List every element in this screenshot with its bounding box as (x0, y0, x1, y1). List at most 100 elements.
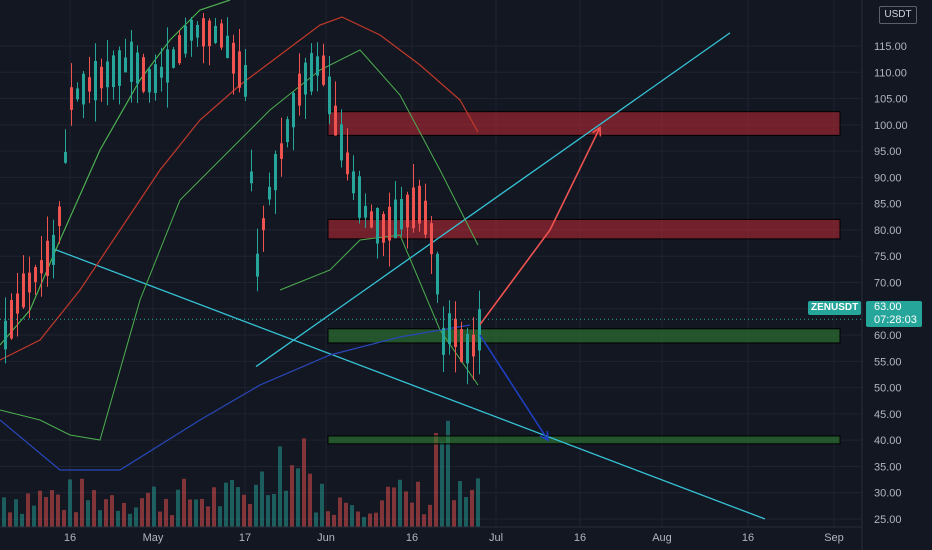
volume-bar (194, 499, 198, 527)
candle-body (196, 24, 199, 38)
volume-bar (38, 490, 42, 527)
volume-bar (416, 481, 420, 527)
volume-bar (278, 446, 282, 527)
volume-bar (470, 489, 474, 527)
candle-body (478, 309, 481, 351)
candle-body (142, 57, 145, 92)
candle-body (292, 92, 295, 128)
volume-bar (86, 500, 90, 527)
candle-body (202, 18, 205, 47)
volume-bar (362, 516, 366, 527)
volume-bar (206, 506, 210, 527)
bullish-arrow-head (592, 125, 602, 137)
volume-bar (50, 490, 54, 527)
candle-body (466, 334, 469, 364)
candle-body (256, 253, 259, 277)
volume-bar (176, 489, 180, 527)
y-tick-label: 85.00 (874, 199, 902, 211)
volume-bar (266, 495, 270, 527)
candle-body (358, 176, 361, 218)
volume-bar (212, 487, 216, 527)
candle-body (118, 50, 121, 86)
candle-body (328, 76, 331, 115)
y-tick-label: 75.00 (874, 251, 902, 263)
candle-body (184, 25, 187, 54)
volume-bar (308, 473, 312, 527)
volume-bar (74, 512, 78, 527)
volume-bar (410, 502, 414, 527)
volume-bar (8, 512, 12, 527)
descending-trendline (51, 247, 766, 520)
candle-body (454, 318, 457, 348)
volume-bar (32, 505, 36, 527)
volume-bar (164, 498, 168, 527)
bearish-projection-arrow (479, 334, 549, 441)
y-tick-label: 40.00 (874, 435, 902, 447)
volume-bar (56, 494, 60, 527)
candle-body (382, 214, 385, 243)
bar-countdown: 07:28:03 (874, 314, 917, 326)
x-tick-label: 16 (742, 532, 754, 544)
x-tick-label: 16 (406, 532, 418, 544)
volume-bar (248, 504, 252, 527)
y-tick-label: 60.00 (874, 330, 902, 342)
bearish-arrow-head (539, 431, 549, 442)
candle-body (286, 119, 289, 143)
candle-body (346, 152, 349, 175)
y-tick-label: 70.00 (874, 278, 902, 290)
candle-body (406, 194, 409, 228)
volume-bar (434, 432, 438, 527)
candle-body (436, 253, 439, 295)
last-price-value: 63.00 (874, 301, 902, 313)
y-tick-label: 50.00 (874, 383, 902, 395)
volume-bar (368, 513, 372, 527)
bollinger-band-upper (0, 49, 479, 441)
volume-bar (296, 468, 300, 527)
candle-body (412, 187, 415, 229)
candle-body (472, 334, 475, 357)
candle-body (52, 234, 55, 265)
moving-average-green (0, 0, 231, 346)
candle-body (46, 240, 49, 276)
volume-bar (458, 481, 462, 527)
candle-body (220, 23, 223, 48)
candle-body (442, 327, 445, 355)
candle-body (58, 206, 61, 227)
ascending-trendline (255, 32, 731, 368)
x-tick-label: May (143, 532, 164, 544)
candle-body (178, 35, 181, 64)
candle-body (10, 300, 13, 339)
volume-bar (230, 479, 234, 527)
candle-body (274, 154, 277, 191)
x-tick-label: Aug (652, 532, 672, 544)
candle-body (40, 260, 43, 274)
candle-body (76, 88, 79, 100)
candle-body (250, 171, 253, 184)
x-tick-label: 16 (574, 532, 586, 544)
candle-body (166, 49, 169, 83)
y-tick-label: 25.00 (874, 514, 902, 526)
volume-bar (80, 478, 84, 527)
volume-bar (314, 512, 318, 527)
candle-body (322, 55, 325, 85)
resistance-zone-1 (327, 111, 841, 136)
volume-bar (386, 486, 390, 527)
candle-body (82, 73, 85, 105)
candle-body (172, 49, 175, 68)
x-tick-label: Jun (317, 532, 335, 544)
volume-bar (200, 498, 204, 527)
volume-bar (122, 502, 126, 527)
volume-bar (116, 510, 120, 527)
candle-body (316, 56, 319, 76)
candle-body (88, 77, 91, 92)
moving-average-blue (0, 324, 471, 471)
currency-selector[interactable]: USDT (879, 6, 917, 24)
candle-body (226, 35, 229, 58)
volume-bar (422, 514, 426, 527)
volume-bar (260, 471, 264, 527)
volume-bar (134, 507, 138, 527)
candle-body (106, 61, 109, 88)
y-tick-label: 55.00 (874, 356, 902, 368)
